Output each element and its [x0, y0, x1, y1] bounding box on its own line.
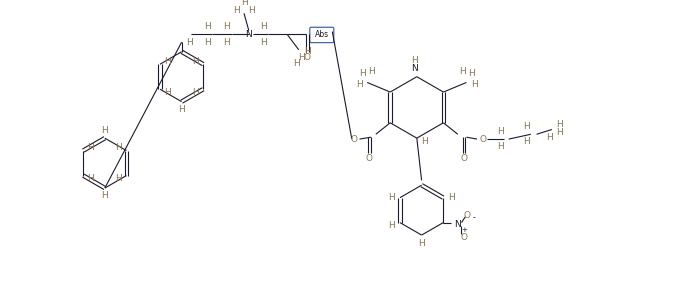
- Text: H: H: [294, 59, 300, 68]
- Text: H: H: [192, 57, 199, 66]
- Text: H: H: [164, 87, 171, 97]
- Text: O: O: [350, 135, 358, 144]
- Text: H: H: [115, 143, 122, 152]
- Text: H: H: [418, 239, 425, 248]
- Text: +: +: [462, 227, 467, 233]
- Text: H: H: [556, 128, 563, 137]
- Text: N: N: [245, 30, 252, 39]
- Text: H: H: [545, 133, 552, 142]
- Text: O: O: [461, 233, 468, 243]
- Text: H: H: [496, 142, 503, 151]
- Text: H: H: [101, 126, 108, 135]
- Text: N: N: [454, 220, 461, 229]
- Text: H: H: [223, 38, 230, 47]
- Text: H: H: [411, 56, 418, 65]
- Text: H: H: [88, 143, 94, 152]
- Text: H: H: [471, 80, 477, 89]
- Text: H: H: [524, 137, 530, 146]
- Text: H: H: [233, 6, 240, 15]
- Text: O: O: [460, 154, 467, 163]
- Text: H: H: [359, 69, 366, 78]
- Text: H: H: [223, 22, 230, 31]
- Text: N: N: [411, 64, 418, 73]
- Text: H: H: [459, 68, 466, 76]
- Text: H: H: [388, 193, 395, 202]
- Text: H: H: [304, 47, 311, 56]
- FancyBboxPatch shape: [310, 27, 334, 43]
- Text: O: O: [464, 211, 471, 220]
- Text: H: H: [368, 68, 375, 76]
- Text: H: H: [260, 22, 266, 31]
- Text: H: H: [496, 127, 503, 136]
- Text: H: H: [178, 105, 185, 114]
- Text: -: -: [473, 213, 475, 222]
- Text: O: O: [366, 154, 373, 163]
- Text: O: O: [479, 135, 486, 144]
- Text: H: H: [449, 193, 455, 202]
- Text: H: H: [468, 69, 475, 78]
- Text: H: H: [204, 38, 211, 47]
- Text: H: H: [249, 6, 255, 15]
- Text: H: H: [556, 120, 563, 129]
- Text: Abs: Abs: [315, 30, 329, 39]
- Text: H: H: [356, 80, 363, 89]
- Text: H: H: [204, 22, 211, 31]
- Text: H: H: [186, 38, 193, 47]
- Text: H: H: [260, 38, 266, 47]
- Text: H: H: [115, 174, 122, 183]
- Text: H: H: [421, 137, 428, 146]
- Text: H: H: [101, 191, 108, 200]
- Text: H: H: [298, 53, 305, 62]
- Text: H: H: [388, 221, 395, 230]
- Text: H: H: [240, 0, 247, 7]
- Text: H: H: [88, 174, 94, 183]
- Text: O: O: [304, 53, 311, 62]
- Text: H: H: [192, 87, 199, 97]
- Text: H: H: [524, 122, 530, 131]
- Text: H: H: [164, 57, 171, 66]
